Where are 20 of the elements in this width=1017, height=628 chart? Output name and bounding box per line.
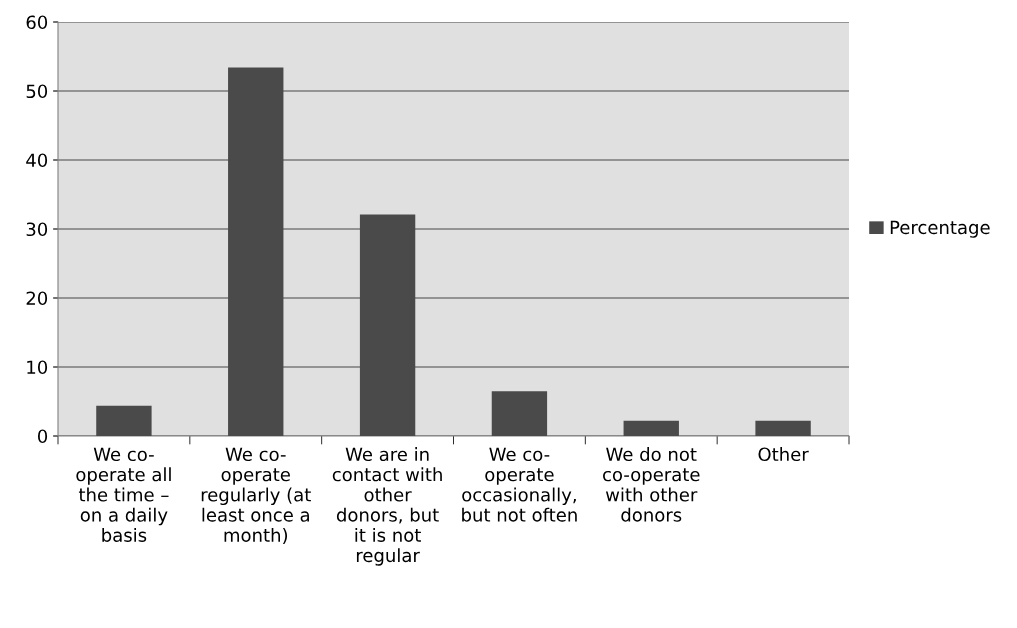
x-tick-label: We co- operate occasionally, but not often bbox=[462, 447, 577, 522]
x-tick-label: Other bbox=[758, 447, 809, 462]
legend-label: Percentage bbox=[890, 220, 990, 238]
bar bbox=[359, 214, 416, 436]
y-tick-label: 50 bbox=[26, 84, 48, 99]
y-tick-label: 60 bbox=[26, 15, 48, 30]
y-tick-label: 0 bbox=[37, 429, 48, 444]
x-tick-label: We do not co-operate with other donors bbox=[603, 447, 700, 522]
y-tick-label: 20 bbox=[26, 291, 48, 306]
bar bbox=[623, 420, 679, 436]
x-tick-label: We co- operate regularly (at least once a month) bbox=[201, 447, 311, 545]
bar bbox=[755, 420, 811, 436]
bar bbox=[228, 67, 284, 436]
x-tick-label: We are in contact with other donors, but it is not regular bbox=[332, 447, 442, 566]
y-tick-label: 10 bbox=[27, 360, 48, 375]
bar bbox=[96, 405, 152, 436]
x-tick-label: We co- operate all the time – on a daily basis bbox=[76, 447, 171, 542]
y-tick-label: 40 bbox=[26, 153, 48, 168]
y-tick-label: 30 bbox=[26, 222, 48, 237]
bar bbox=[491, 391, 548, 436]
